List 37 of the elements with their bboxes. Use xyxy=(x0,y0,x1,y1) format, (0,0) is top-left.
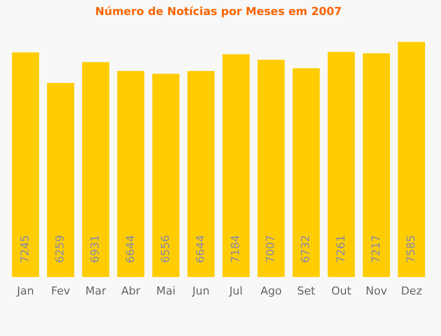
bar xyxy=(117,71,144,277)
bar xyxy=(222,54,250,277)
x-tick-label: Set xyxy=(297,284,316,298)
data-label: 6931 xyxy=(88,235,102,263)
x-tick-label: Mai xyxy=(156,284,176,298)
x-tick-label: Abr xyxy=(121,284,141,298)
bar xyxy=(258,60,285,277)
x-tick-label: Fev xyxy=(51,284,71,298)
bar xyxy=(362,53,390,277)
data-label: 7245 xyxy=(18,235,32,263)
data-label: 6644 xyxy=(194,235,207,263)
x-tick-label: Jan xyxy=(16,284,34,298)
x-tick-label: Mar xyxy=(85,284,107,298)
data-label: 6644 xyxy=(124,235,137,263)
bar xyxy=(47,82,74,277)
data-label: 7585 xyxy=(404,235,418,263)
bar xyxy=(187,71,215,277)
chart-title: Número de Notícias por Meses em 2007 xyxy=(95,5,342,18)
x-tick-label: Ago xyxy=(260,284,282,298)
bar xyxy=(152,74,180,277)
data-label: 7184 xyxy=(229,235,242,263)
bar xyxy=(398,42,426,277)
bar xyxy=(328,52,355,277)
data-label: 7261 xyxy=(334,235,348,263)
data-label: 7007 xyxy=(264,235,278,263)
x-tick-label: Out xyxy=(331,284,352,298)
data-label: 7217 xyxy=(369,235,382,263)
bar xyxy=(82,62,110,277)
data-label: 6259 xyxy=(54,235,67,263)
x-tick-label: Jul xyxy=(228,284,243,298)
x-tick-label: Jun xyxy=(191,284,210,298)
bar xyxy=(12,52,40,277)
x-tick-label: Nov xyxy=(366,284,388,298)
x-tick-label: Dez xyxy=(400,284,422,298)
data-label: 6556 xyxy=(158,235,172,263)
data-label: 6732 xyxy=(299,235,312,263)
bar xyxy=(292,68,320,277)
